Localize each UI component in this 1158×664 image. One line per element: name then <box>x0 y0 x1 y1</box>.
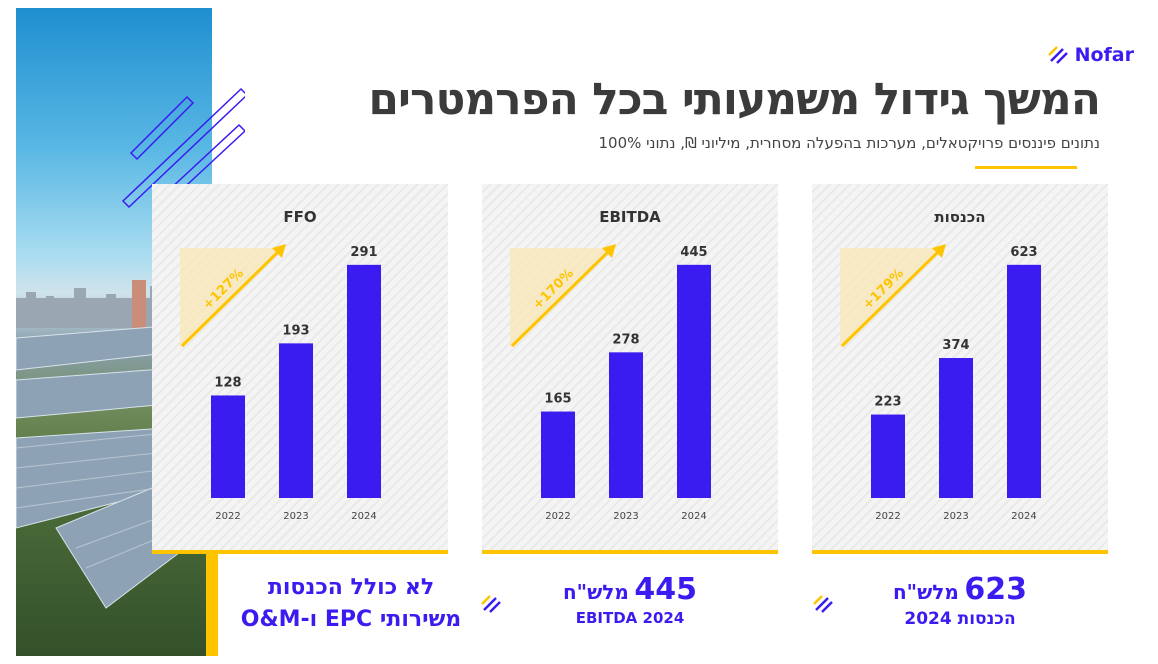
ffo-note: לא כולל הכנסות משירותי EPC ו-O&M <box>216 572 486 636</box>
data-label: 165 <box>544 392 571 407</box>
x-tick-label: 2024 <box>1011 511 1036 522</box>
bar <box>677 264 711 498</box>
chart-title: FFO <box>283 208 317 226</box>
stripes-icon <box>813 595 833 613</box>
kpi-value: 445 <box>634 572 698 607</box>
kpi-value: 623 <box>964 572 1028 607</box>
x-tick-label: 2024 <box>351 511 376 522</box>
kpi-unit: מלש"ח <box>892 580 959 604</box>
data-label: 193 <box>282 323 309 338</box>
ffo-note-line1: לא כולל הכנסות <box>267 575 435 600</box>
bar <box>939 358 973 498</box>
data-label: 128 <box>214 375 241 390</box>
x-tick-label: 2024 <box>681 511 706 522</box>
bar <box>541 411 575 498</box>
nofar-logo: Nofar <box>1047 44 1134 66</box>
ebitda-chart-panel: EBITDA +170% 165 2022 278 2023 445 2024 <box>482 184 778 554</box>
x-tick-label: 2022 <box>215 511 240 522</box>
bar <box>1007 264 1041 498</box>
ebitda-kpi: 445 מלש"ח EBITDA 2024 <box>482 572 778 627</box>
page-title: המשך גידול משמעותי בכל הפרמטרים <box>368 74 1101 125</box>
data-label: 374 <box>942 338 969 353</box>
data-label: 278 <box>612 332 639 347</box>
growth-arrowhead <box>602 244 616 258</box>
title-underline <box>975 166 1077 169</box>
x-tick-label: 2022 <box>545 511 570 522</box>
x-tick-label: 2023 <box>943 511 968 522</box>
data-label: 291 <box>350 245 377 260</box>
chart-title: EBITDA <box>599 208 661 226</box>
stripes-icon <box>481 595 501 613</box>
growth-arrow <box>510 248 612 348</box>
bar <box>609 352 643 498</box>
ffo-note-line2: משירותי EPC ו-O&M <box>240 607 462 632</box>
bar <box>871 414 905 498</box>
kpi-label: EBITDA 2024 <box>575 609 685 627</box>
revenue-chart-panel: הכנסות +179% 223 2022 374 2023 623 2024 <box>812 184 1108 554</box>
x-tick-label: 2023 <box>613 511 638 522</box>
bar <box>279 343 313 498</box>
page-subtitle: נתונים פיננסים פרויקטאלים, מערכות בהפעלה… <box>598 134 1100 152</box>
growth-arrowhead <box>272 244 286 258</box>
data-label: 223 <box>874 395 901 410</box>
kpi-unit: מלש"ח <box>562 580 629 604</box>
x-tick-label: 2023 <box>283 511 308 522</box>
bar <box>347 264 381 498</box>
data-label: 445 <box>680 245 707 260</box>
logo-text: Nofar <box>1074 44 1134 66</box>
bar <box>211 395 245 498</box>
x-tick-label: 2022 <box>875 511 900 522</box>
growth-arrow <box>180 248 282 348</box>
data-label: 623 <box>1010 245 1037 260</box>
growth-arrowhead <box>932 244 946 258</box>
chart-title: הכנסות <box>934 208 986 226</box>
nofar-stripes-icon <box>1047 46 1068 64</box>
accent-strip <box>206 552 218 656</box>
ffo-chart-panel: FFO +127% 128 2022 193 2023 291 2024 <box>152 184 448 554</box>
kpi-label: הכנסות 2024 <box>904 609 1016 629</box>
revenue-kpi: 623 מלש"ח הכנסות 2024 <box>812 572 1108 629</box>
growth-arrow <box>840 248 942 348</box>
